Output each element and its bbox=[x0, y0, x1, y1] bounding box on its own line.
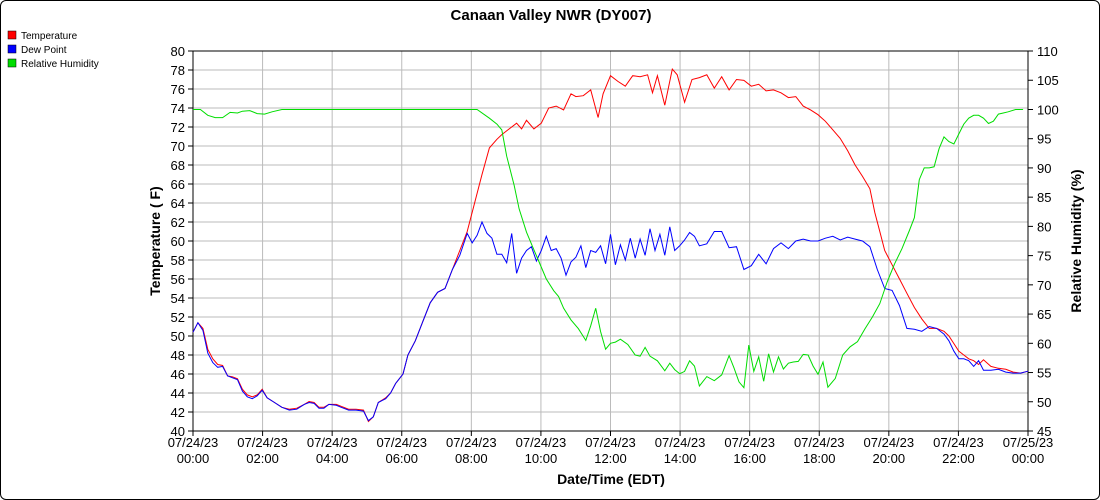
x-tick-date: 07/24/23 bbox=[376, 435, 427, 450]
legend-label: Dew Point bbox=[21, 45, 67, 56]
series-line-relative-humidity bbox=[193, 109, 1024, 389]
x-tick-date: 07/25/23 bbox=[1003, 435, 1054, 450]
y-left-tick-label: 42 bbox=[171, 405, 185, 420]
y-right-tick-label: 85 bbox=[1037, 190, 1051, 205]
y-right-tick-label: 50 bbox=[1037, 395, 1051, 410]
chart-title: Canaan Valley NWR (DY007) bbox=[451, 7, 652, 24]
x-tick-time: 14:00 bbox=[664, 451, 697, 466]
y-left-tick-label: 66 bbox=[171, 177, 185, 192]
y-right-tick-label: 60 bbox=[1037, 336, 1051, 351]
y-axis-left-ticks: 40 42 44 46 48 50 52 54 56 58 60 62 64 66 68 70 72 74 76 78… bbox=[171, 44, 193, 439]
legend-swatch bbox=[7, 44, 17, 54]
y-left-tick-label: 40 bbox=[171, 424, 185, 439]
y-right-tick-label: 75 bbox=[1037, 249, 1051, 264]
x-tick-date: 07/24/23 bbox=[516, 435, 567, 450]
y-axis-right-ticks: 45 50 55 60 65 70 75 80 85 90 95 100 105 110 bbox=[1028, 44, 1059, 439]
y-left-tick-label: 70 bbox=[171, 139, 185, 154]
x-tick-date: 07/24/23 bbox=[933, 435, 984, 450]
y-left-tick-label: 44 bbox=[171, 386, 185, 401]
x-tick-time: 12:00 bbox=[594, 451, 627, 466]
x-tick-date: 07/24/23 bbox=[446, 435, 497, 450]
series-line-temperature bbox=[192, 68, 1029, 423]
y-right-tick-label: 70 bbox=[1037, 278, 1051, 293]
series-group bbox=[192, 68, 1029, 423]
y-right-tick-label: 105 bbox=[1037, 73, 1059, 88]
y-right-tick-label: 90 bbox=[1037, 161, 1051, 176]
y-right-tick-label: 45 bbox=[1037, 424, 1051, 439]
y-left-tick-label: 46 bbox=[171, 367, 185, 382]
series-line-dew-point bbox=[192, 220, 1029, 422]
x-tick-date: 07/24/23 bbox=[168, 435, 219, 450]
y-left-tick-label: 80 bbox=[171, 44, 185, 59]
x-tick-date: 07/24/23 bbox=[237, 435, 288, 450]
y-left-tick-label: 48 bbox=[171, 348, 185, 363]
y-right-tick-label: 55 bbox=[1037, 366, 1051, 381]
legend-label: Relative Humidity bbox=[21, 59, 99, 70]
x-tick-time: 10:00 bbox=[525, 451, 558, 466]
x-tick-date: 07/24/23 bbox=[585, 435, 636, 450]
y-left-tick-label: 60 bbox=[171, 234, 185, 249]
x-tick-time: 22:00 bbox=[942, 451, 975, 466]
y-left-tick-label: 52 bbox=[171, 310, 185, 325]
x-tick-time: 16:00 bbox=[733, 451, 766, 466]
x-tick-time: 02:00 bbox=[246, 451, 279, 466]
y-left-tick-label: 72 bbox=[171, 120, 185, 135]
y-right-tick-label: 100 bbox=[1037, 102, 1059, 117]
x-tick-date: 07/24/23 bbox=[724, 435, 775, 450]
y-left-tick-label: 64 bbox=[171, 196, 185, 211]
x-tick-time: 00:00 bbox=[177, 451, 210, 466]
y-axis-right-label: Relative Humidity (%) bbox=[1068, 169, 1084, 312]
x-tick-time: 08:00 bbox=[455, 451, 488, 466]
x-axis-ticks: 07/24/2300:0007/24/2302:0007/24/2304:000… bbox=[168, 431, 1054, 466]
x-tick-date: 07/24/23 bbox=[655, 435, 706, 450]
y-left-tick-label: 62 bbox=[171, 215, 185, 230]
x-tick-date: 07/24/23 bbox=[794, 435, 845, 450]
y-left-tick-label: 68 bbox=[171, 158, 185, 173]
legend-label: Temperature bbox=[21, 31, 78, 42]
y-left-tick-label: 76 bbox=[171, 82, 185, 97]
x-tick-time: 20:00 bbox=[873, 451, 906, 466]
y-left-tick-label: 74 bbox=[171, 101, 185, 116]
y-left-tick-label: 50 bbox=[171, 329, 185, 344]
y-axis-left-label: Temperature ( F) bbox=[147, 186, 163, 295]
x-tick-time: 04:00 bbox=[316, 451, 349, 466]
x-tick-time: 00:00 bbox=[1012, 451, 1045, 466]
x-tick-date: 07/24/23 bbox=[307, 435, 358, 450]
y-right-tick-label: 80 bbox=[1037, 219, 1051, 234]
y-right-tick-label: 65 bbox=[1037, 307, 1051, 322]
x-axis-label: Date/Time (EDT) bbox=[557, 471, 665, 487]
y-left-tick-label: 56 bbox=[171, 272, 185, 287]
legend-swatch bbox=[7, 58, 17, 68]
y-right-tick-label: 95 bbox=[1037, 132, 1051, 147]
legend: Temperature Dew Point Relative Humidity bbox=[7, 30, 99, 70]
x-tick-time: 06:00 bbox=[385, 451, 418, 466]
x-tick-date: 07/24/23 bbox=[864, 435, 915, 450]
x-tick-time: 18:00 bbox=[803, 451, 836, 466]
grid bbox=[192, 50, 1029, 432]
y-left-tick-label: 78 bbox=[171, 63, 185, 78]
y-left-tick-label: 58 bbox=[171, 253, 185, 268]
legend-swatch bbox=[7, 30, 17, 40]
y-right-tick-label: 110 bbox=[1037, 44, 1058, 59]
y-left-tick-label: 54 bbox=[171, 291, 185, 306]
